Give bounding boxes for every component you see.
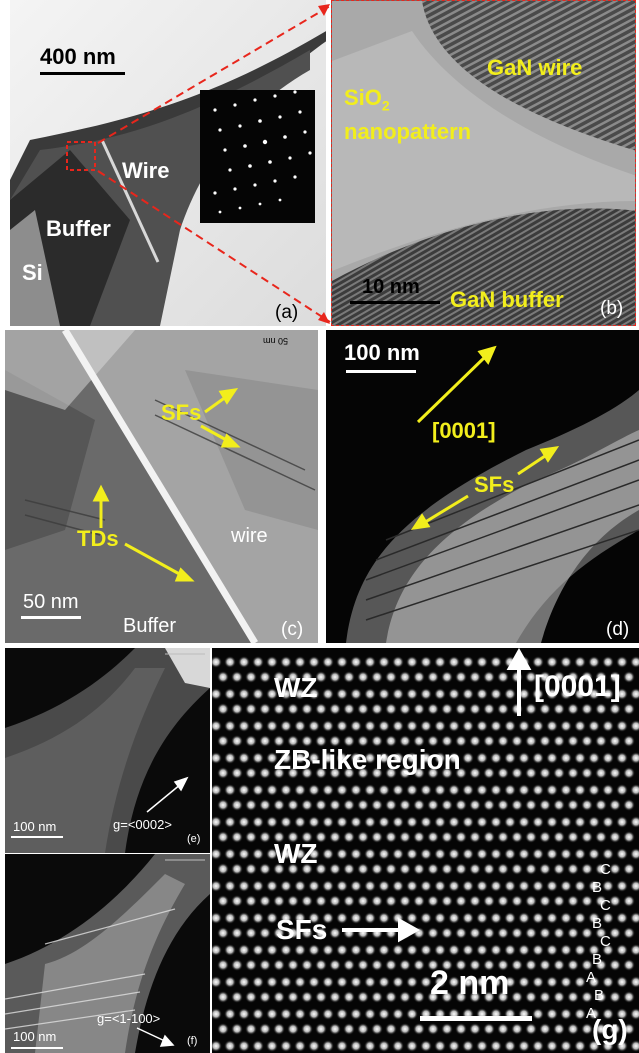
panel-label: (c) <box>281 619 304 640</box>
region-label-gan-wire: GaN wire <box>487 55 583 80</box>
scale-bar-label: 2 nm <box>430 964 510 1002</box>
annotation-sfs: SFs <box>474 472 515 497</box>
stacking-letter: C <box>600 933 611 950</box>
panel-g-lattice <box>212 648 639 1053</box>
stacking-letter: B <box>592 915 603 932</box>
region-label-gan-buffer: GaN buffer <box>450 287 564 312</box>
scale-bar <box>346 370 416 373</box>
scale-bar <box>350 301 440 304</box>
scale-bar <box>21 616 81 619</box>
scale-bar-label: 100 nm <box>13 819 57 834</box>
stacking-letter: C <box>600 897 611 914</box>
panel-label: (g) <box>592 1014 628 1045</box>
atomic-columns <box>212 656 639 1052</box>
panel-c-image <box>5 330 318 643</box>
annotation-buffer: Buffer <box>123 615 176 637</box>
scale-bar <box>11 836 63 838</box>
panel-f: g=<1-100> 100 nm (f) <box>5 854 210 1053</box>
panel-b: GaN wire SiO2 nanopattern 10 nm GaN buff… <box>331 0 636 326</box>
panel-label: (e) <box>187 833 201 845</box>
panel-d-arrows <box>410 345 560 530</box>
panel-d: 100 nm [0001] SFs (d) <box>326 330 639 643</box>
corner-scale-text: 50 nm <box>263 336 289 346</box>
stacking-letter: A <box>586 1005 597 1022</box>
panel-label: (a) <box>275 302 299 323</box>
stacking-letter: B <box>592 879 603 896</box>
panel-e: g=<0002> 100 nm (e) <box>5 648 210 853</box>
panel-a: 400 nm Wire Buffer Si (a) <box>10 0 326 326</box>
stacking-letter: B <box>592 951 603 968</box>
scale-bar-label: 100 nm <box>344 340 420 365</box>
scale-bar <box>40 72 125 75</box>
panel-b-image <box>332 1 635 325</box>
annotation-wire: wire <box>231 525 268 547</box>
panel-label: (d) <box>606 619 630 640</box>
scale-bar-label: 50 nm <box>23 591 79 613</box>
stacking-letter: A <box>586 969 597 986</box>
region-label-wire: Wire <box>122 158 170 183</box>
panel-c: SFs TDs wire Buffer 50 nm 50 nm (c) <box>5 330 318 643</box>
g-vector-label: g=<0002> <box>113 817 172 832</box>
scale-bar <box>11 1047 63 1049</box>
annotation-tds: TDs <box>77 526 119 551</box>
region-label-nanopattern: nanopattern <box>344 119 472 144</box>
direction-label: [0001] <box>534 670 621 703</box>
scale-bar-label: 10 nm <box>362 276 420 298</box>
stacking-letter: B <box>594 987 605 1004</box>
panel-e-image <box>5 648 210 853</box>
panel-d-image <box>326 330 639 643</box>
scale-bar-label: 400 nm <box>40 44 116 69</box>
region-label-sio2: SiO2 <box>344 85 390 114</box>
stacking-letter: C <box>600 861 611 878</box>
panel-label: (f) <box>187 1035 198 1047</box>
region-label-buffer: Buffer <box>46 216 111 241</box>
panel-c-arrows <box>92 388 241 582</box>
annotation-sfs: SFs <box>161 400 202 425</box>
region-label-zb: ZB-like region <box>274 744 461 775</box>
region-label-si: Si <box>22 260 43 285</box>
region-label-wz-bottom: WZ <box>274 838 318 869</box>
panel-g-arrows <box>342 648 532 943</box>
annotation-direction: [0001] <box>432 418 496 443</box>
g-vector-label: g=<1-100> <box>97 1011 161 1026</box>
panel-f-image <box>5 854 210 1053</box>
panel-label: (b) <box>600 298 624 319</box>
sio2-text: SiO <box>344 85 382 110</box>
region-label-sfs: SFs <box>276 914 328 945</box>
sio2-subscript: 2 <box>381 97 390 114</box>
scale-bar-label: 100 nm <box>13 1029 57 1044</box>
region-label-wz-top: WZ <box>274 672 318 703</box>
scale-bar <box>420 1016 532 1021</box>
